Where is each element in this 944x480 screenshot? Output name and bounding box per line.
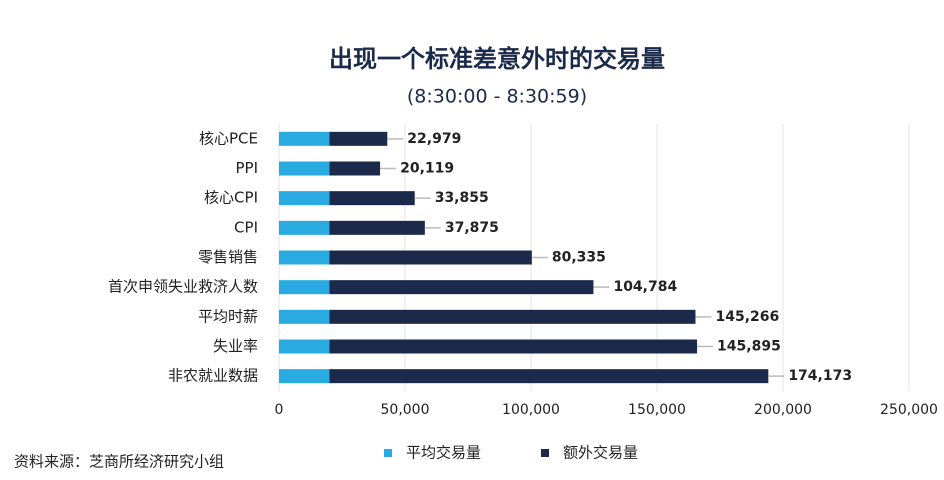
bar-segment bbox=[279, 369, 330, 384]
value-label: 80,335 bbox=[552, 250, 606, 266]
x-tick-label: 100,000 bbox=[502, 402, 560, 418]
value-label: 145,895 bbox=[717, 339, 781, 355]
bar-segment bbox=[329, 161, 381, 176]
bar-segment bbox=[329, 191, 415, 206]
chart-subtitle: (8:30:00 - 8:30:59) bbox=[407, 86, 587, 108]
chart-title: 出现一个标准差意外时的交易量 bbox=[329, 45, 665, 73]
x-tick-label: 200,000 bbox=[754, 402, 812, 418]
y-tick-label: 核心CPI bbox=[204, 189, 258, 207]
bar-segment bbox=[329, 369, 769, 384]
value-label: 22,979 bbox=[407, 131, 461, 147]
legend-swatch bbox=[384, 449, 392, 457]
value-label: 174,173 bbox=[788, 368, 852, 384]
y-tick-label: 零售销售 bbox=[198, 248, 258, 266]
source-note: 资料来源：芝商所经济研究小组 bbox=[14, 453, 224, 471]
bar-segment bbox=[279, 131, 330, 146]
legend-swatch bbox=[541, 449, 549, 457]
bar-segment bbox=[329, 280, 594, 295]
legend-label: 额外交易量 bbox=[563, 444, 638, 462]
bar-segment bbox=[329, 339, 698, 354]
bar-segment bbox=[279, 161, 330, 176]
x-tick-label: 250,000 bbox=[880, 402, 938, 418]
bar-segment bbox=[279, 191, 330, 206]
bar-segment bbox=[329, 220, 425, 235]
legend-label: 平均交易量 bbox=[406, 444, 481, 462]
y-tick-label: 平均时薪 bbox=[198, 307, 258, 325]
bar-segment bbox=[279, 250, 330, 265]
value-label: 33,855 bbox=[435, 190, 489, 206]
bar-segment bbox=[279, 280, 330, 295]
value-label: 104,784 bbox=[613, 279, 677, 295]
y-tick-label: 核心PCE bbox=[199, 129, 258, 147]
y-tick-label: PPI bbox=[235, 159, 258, 177]
bar-segment bbox=[279, 339, 330, 354]
bar-segment bbox=[279, 309, 330, 324]
bar-segment bbox=[329, 131, 388, 146]
y-tick-label: 失业率 bbox=[213, 337, 258, 355]
value-label: 20,119 bbox=[400, 161, 454, 177]
value-label: 145,266 bbox=[715, 309, 779, 325]
x-tick-label: 150,000 bbox=[628, 402, 686, 418]
bar-segment bbox=[329, 250, 532, 265]
bar-segment bbox=[329, 309, 696, 324]
bar-segment bbox=[279, 220, 330, 235]
x-tick-label: 50,000 bbox=[381, 402, 430, 418]
y-tick-label: 非农就业数据 bbox=[168, 367, 258, 385]
value-label: 37,875 bbox=[445, 220, 499, 236]
y-tick-label: 首次申领失业救济人数 bbox=[108, 278, 258, 296]
y-tick-label: CPI bbox=[234, 218, 258, 236]
x-tick-label: 0 bbox=[275, 402, 284, 418]
